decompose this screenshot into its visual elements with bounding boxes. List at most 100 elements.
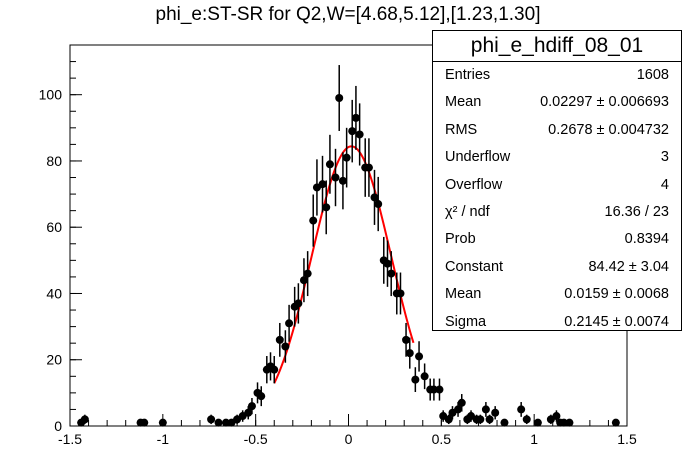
stats-row: Sigma 0.2145 ± 0.0074 (433, 309, 681, 336)
data-point (411, 375, 420, 384)
data-point (355, 130, 364, 139)
stats-rows: Entries 1608 Mean 0.02297 ± 0.006693 RMS 0.26… (433, 62, 681, 336)
x-tick-label: 1 (530, 431, 538, 447)
stats-row: Overflow 4 (433, 172, 681, 199)
stats-value: 84.42 ± 3.04 (588, 258, 669, 275)
stats-row: Prob 0.8394 (433, 226, 681, 253)
stats-key: Mean (445, 94, 482, 111)
x-tick-label: 0 (345, 431, 353, 447)
y-tick-label: 20 (46, 352, 62, 368)
y-tick-label: 80 (46, 153, 62, 169)
data-point (338, 176, 347, 185)
data-point (281, 342, 290, 351)
stats-value: 1608 (636, 67, 669, 83)
data-point (415, 352, 424, 361)
stats-key: Constant (445, 258, 504, 275)
data-point (457, 398, 466, 407)
data-point (387, 269, 396, 278)
data-point (221, 418, 230, 427)
x-axis: -1.5 -1 -0.5 0 0.5 1 1.5 (58, 414, 637, 447)
data-point (257, 392, 266, 401)
data-point (325, 160, 334, 169)
y-tick-label: 0 (54, 418, 62, 434)
stats-row: Underflow 3 (433, 144, 681, 171)
data-point (348, 127, 357, 136)
y-tick-label: 60 (46, 219, 62, 235)
data-point (383, 259, 392, 268)
x-tick-label: -1 (157, 431, 170, 447)
stats-key: Overflow (445, 176, 503, 193)
x-tick-label: -1.5 (58, 431, 82, 447)
data-point (342, 153, 351, 162)
data-point (522, 415, 531, 424)
data-point (491, 408, 500, 417)
stats-key: Entries (445, 67, 491, 83)
data-point (429, 385, 438, 394)
data-point (476, 415, 485, 424)
data-point (533, 418, 542, 427)
stats-value: 0.0159 ± 0.0068 (564, 286, 669, 303)
data-point (402, 335, 411, 344)
data-point (485, 415, 494, 424)
stats-key: Underflow (445, 149, 511, 166)
stats-row: RMS 0.2678 ± 0.004732 (433, 117, 681, 144)
data-point (331, 173, 340, 182)
stats-row: Entries 1608 (433, 62, 681, 89)
data-point (565, 418, 574, 427)
data-point (322, 203, 331, 212)
stats-key: RMS (445, 121, 478, 138)
x-tick-label: 0.5 (432, 431, 452, 447)
data-point (405, 349, 414, 358)
stats-row: Mean 0.02297 ± 0.006693 (433, 89, 681, 116)
data-point (517, 405, 526, 414)
stats-key: Sigma (445, 313, 487, 330)
stats-key: Prob (445, 231, 476, 248)
stats-value: 0.2678 ± 0.004732 (548, 121, 669, 138)
y-axis: 0 20 40 60 80 100 (39, 44, 82, 434)
stats-row: χ² / ndf 16.36 / 23 (433, 199, 681, 226)
data-point (351, 113, 360, 122)
stats-key: Mean (445, 286, 482, 303)
data-point (559, 418, 568, 427)
x-tick-label: 1.5 (617, 431, 637, 447)
data-point (611, 418, 620, 427)
stats-row: Mean 0.0159 ± 0.0068 (433, 281, 681, 308)
data-point (454, 405, 463, 414)
data-point (275, 335, 284, 344)
plot-title: phi_e:ST-SR for Q2,W=[4.68,5.12],[1.23,1… (155, 4, 541, 25)
data-point (552, 412, 561, 421)
data-point (285, 319, 294, 328)
data-point (396, 289, 405, 298)
data-point (299, 276, 308, 285)
data-point (247, 402, 256, 411)
data-point (500, 418, 509, 427)
data-point (435, 385, 444, 394)
data-point (370, 193, 379, 202)
data-point (481, 405, 490, 414)
data-point (364, 163, 373, 172)
data-point (294, 299, 303, 308)
y-tick-label: 100 (39, 87, 63, 103)
data-point (207, 415, 216, 424)
data-point (374, 200, 383, 209)
stats-value: 16.36 / 23 (604, 203, 670, 220)
y-tick-label: 40 (46, 285, 62, 301)
stats-box-title: phi_e_hdiff_08_01 (433, 31, 681, 62)
stats-box: phi_e_hdiff_08_01 Entries 1608 Mean 0.02297… (432, 30, 682, 331)
stats-row: Constant 84.42 ± 3.04 (433, 254, 681, 281)
stats-value: 3 (660, 149, 669, 166)
stats-value: 0.8394 (624, 231, 669, 248)
stats-value: 0.02297 ± 0.006693 (540, 94, 669, 111)
data-point (80, 415, 89, 424)
stats-key: χ² / ndf (445, 203, 490, 220)
data-point (303, 269, 312, 278)
stats-value: 4 (660, 176, 669, 193)
data-point (444, 415, 453, 424)
data-point (318, 180, 327, 189)
stats-value: 0.2145 ± 0.0074 (564, 313, 669, 330)
data-point (335, 94, 344, 103)
data-point (309, 216, 318, 225)
data-point (420, 372, 429, 381)
gaussian-fit-curve (273, 145, 415, 384)
